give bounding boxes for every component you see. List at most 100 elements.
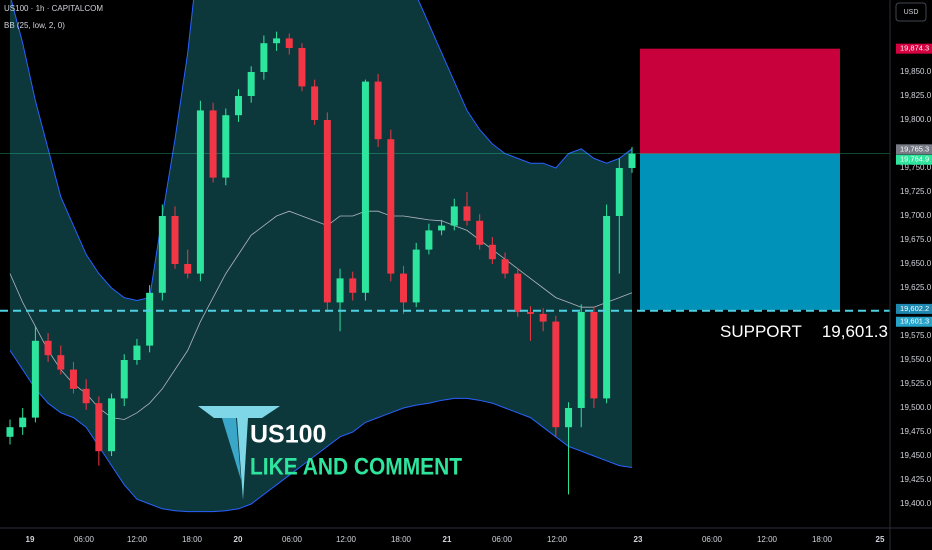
price-tag <box>896 303 932 314</box>
x-tick-label: 06:00 <box>492 535 513 544</box>
candle-body <box>6 427 14 437</box>
candle-body <box>450 206 458 226</box>
x-tick-label: 21 <box>443 535 452 544</box>
candle-body <box>19 417 27 428</box>
price-tag-label: 19,764.9 <box>900 155 929 164</box>
candle-body <box>539 313 547 322</box>
price-tag <box>896 154 932 165</box>
y-tick-label: 19,625.0 <box>900 283 932 292</box>
logo-subtitle: LIKE AND COMMENT <box>250 453 462 480</box>
candle-body <box>108 398 116 452</box>
candle-body <box>349 278 357 293</box>
currency-button[interactable] <box>895 2 927 22</box>
candle-body <box>514 273 522 312</box>
y-tick-label: 19,400.0 <box>900 499 932 508</box>
candle-body <box>361 81 369 293</box>
candle-body <box>158 216 166 293</box>
stop-zone <box>640 48 840 154</box>
x-tick-label: 06:00 <box>74 535 95 544</box>
y-tick-label: 19,800.0 <box>900 115 932 124</box>
candle-body <box>577 312 585 408</box>
candle-body <box>69 369 77 389</box>
candle-body <box>336 278 344 303</box>
candle-body <box>209 110 217 178</box>
candle-body <box>82 388 90 404</box>
y-tick-label: 19,750.0 <box>900 163 932 172</box>
x-tick-label: 25 <box>876 535 885 544</box>
candle-body <box>31 340 39 418</box>
x-tick-label: 06:00 <box>282 535 303 544</box>
y-tick-label: 19,450.0 <box>900 451 932 460</box>
candle-body <box>425 230 433 250</box>
y-tick-label: 19,700.0 <box>900 211 932 220</box>
candle-body <box>133 345 141 360</box>
candle-body <box>95 403 103 452</box>
x-tick-label: 12:00 <box>127 535 148 544</box>
candle-body <box>565 408 573 428</box>
target-zone <box>640 153 840 310</box>
y-tick-label: 19,475.0 <box>900 427 932 436</box>
candle-body <box>374 81 382 140</box>
candle-body <box>247 72 255 96</box>
price-tag <box>896 144 932 155</box>
x-tick-label: 12:00 <box>757 535 778 544</box>
x-tick-label: 18:00 <box>812 535 833 544</box>
candle-body <box>57 355 65 370</box>
candle-body <box>603 216 611 399</box>
candle-body <box>552 321 560 428</box>
indicator-label: BB (25, low, 2, 0) <box>4 21 65 30</box>
y-tick-label: 19,425.0 <box>900 475 932 484</box>
x-tick-label: 19 <box>26 535 35 544</box>
y-tick-label: 19,525.0 <box>900 379 932 388</box>
bb-lower <box>9 350 633 513</box>
price-tag-label: 19,601.3 <box>900 317 929 326</box>
support-label: SUPPORT <box>720 322 802 341</box>
price-tag <box>896 43 932 54</box>
candle-body <box>438 225 446 231</box>
y-tick-label: 19,650.0 <box>900 259 932 268</box>
candle-body <box>298 48 306 87</box>
candle-body <box>234 96 242 116</box>
x-tick-label: 12:00 <box>547 535 568 544</box>
candle-body <box>273 38 281 44</box>
candle-body <box>615 168 623 216</box>
y-tick-label: 19,850.0 <box>900 67 932 76</box>
x-tick-label: 18:00 <box>182 535 203 544</box>
price-tag-label: 19,765.3 <box>900 144 929 153</box>
currency-label[interactable]: USD <box>904 9 919 16</box>
logo-mark <box>198 406 280 500</box>
candle-body <box>463 206 471 221</box>
candle-body <box>196 110 204 274</box>
candle-body <box>184 264 192 274</box>
price-tag-label: 19,602.2 <box>900 304 929 313</box>
candle-body <box>120 360 128 399</box>
candle-body <box>285 38 293 48</box>
logo-mark-shade <box>222 418 241 480</box>
candle-body <box>526 312 534 314</box>
y-tick-label: 19,825.0 <box>900 91 932 100</box>
symbol-title: US100 · 1h · CAPITALCOM <box>4 4 103 13</box>
candle-body <box>311 86 319 120</box>
candle-body <box>171 216 179 264</box>
candle-body <box>628 153 636 168</box>
logo <box>198 406 280 500</box>
candle-body <box>501 259 509 274</box>
candle-body <box>400 273 408 303</box>
candle-body <box>476 220 484 245</box>
x-tick-label: 20 <box>234 535 243 544</box>
y-tick-label: 19,675.0 <box>900 235 932 244</box>
logo-title: US100 <box>250 421 326 449</box>
candle-body <box>222 115 230 178</box>
y-tick-label: 19,725.0 <box>900 187 932 196</box>
candle-body <box>44 340 52 356</box>
price-tag <box>896 316 932 327</box>
plot-area <box>0 0 890 513</box>
support-value: 19,601.3 <box>822 322 888 341</box>
x-tick-label: 23 <box>634 535 643 544</box>
candle-body <box>387 139 395 274</box>
candle-body <box>488 244 496 260</box>
x-tick-label: 06:00 <box>702 535 723 544</box>
y-tick-label: 19,500.0 <box>900 403 932 412</box>
